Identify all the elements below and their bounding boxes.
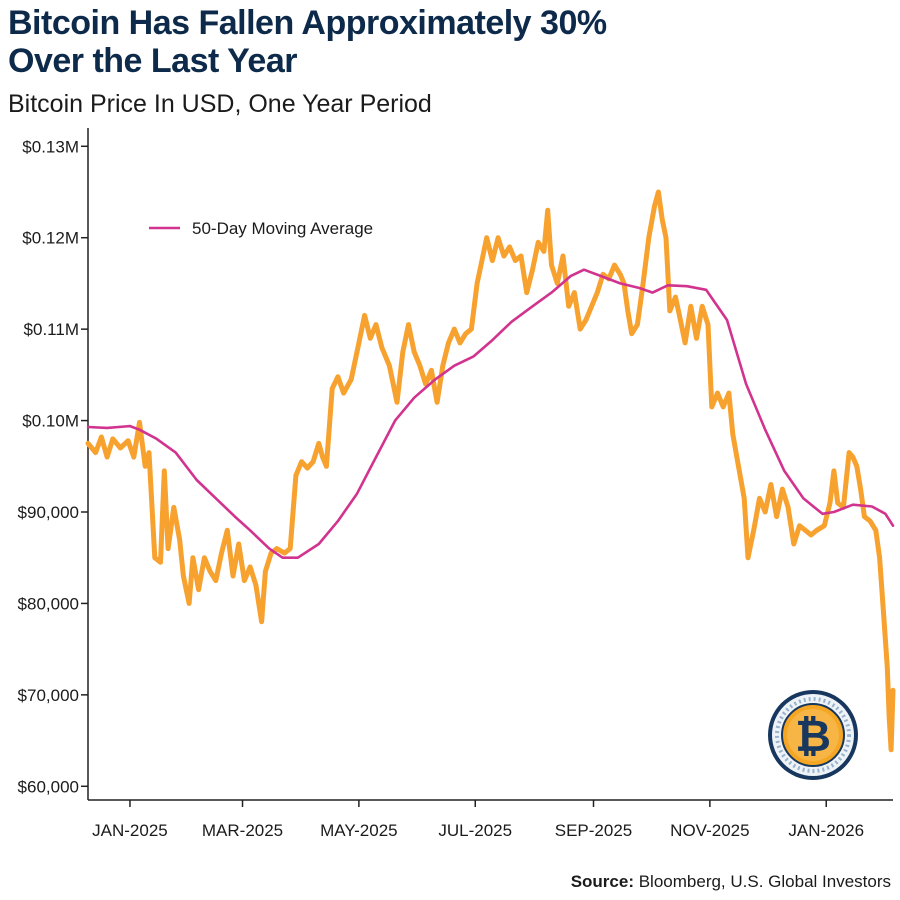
y-tick-label: $90,000 [18,503,79,522]
bitcoin-coin-icon: ₿ [768,690,858,780]
legend-label-moving-average: 50-Day Moving Average [192,219,373,238]
chart-title-line-1: Bitcoin Has Fallen Approximately 30% [8,4,607,42]
x-tick-label: MAY-2025 [320,821,398,840]
price-series-line [85,189,896,753]
x-tick-label: SEP-2025 [555,821,633,840]
y-tick-label: $0.11M [24,320,79,339]
chart-subtitle: Bitcoin Price In USD, One Year Period [8,90,432,118]
y-tick-label: $60,000 [18,777,79,796]
bitcoin-glyph: ₿ [795,711,831,762]
chart-title-line-2: Over the Last Year [8,42,297,80]
y-tick-label: $70,000 [18,686,79,705]
source-note: Source: Bloomberg, U.S. Global Investors [571,872,891,892]
x-tick-label: JAN-2025 [92,821,168,840]
moving-average-series-line [86,268,895,559]
x-tick-label: JAN-2026 [788,821,864,840]
y-tick-label: $0.12M [22,229,79,248]
source-label: Source: [570,872,634,891]
y-tick-label: $80,000 [18,594,79,613]
x-tick-label: MAR-2025 [202,821,283,840]
chart-title: Bitcoin Has Fallen Approximately 30% Ove… [8,4,888,80]
x-tick-label: JUL-2025 [438,821,512,840]
y-tick-label: $0.10M [22,412,79,431]
source-text: Bloomberg, U.S. Global Investors [638,872,891,891]
y-tick-label: $0.13M [22,137,79,156]
x-tick-label: NOV-2025 [670,821,749,840]
